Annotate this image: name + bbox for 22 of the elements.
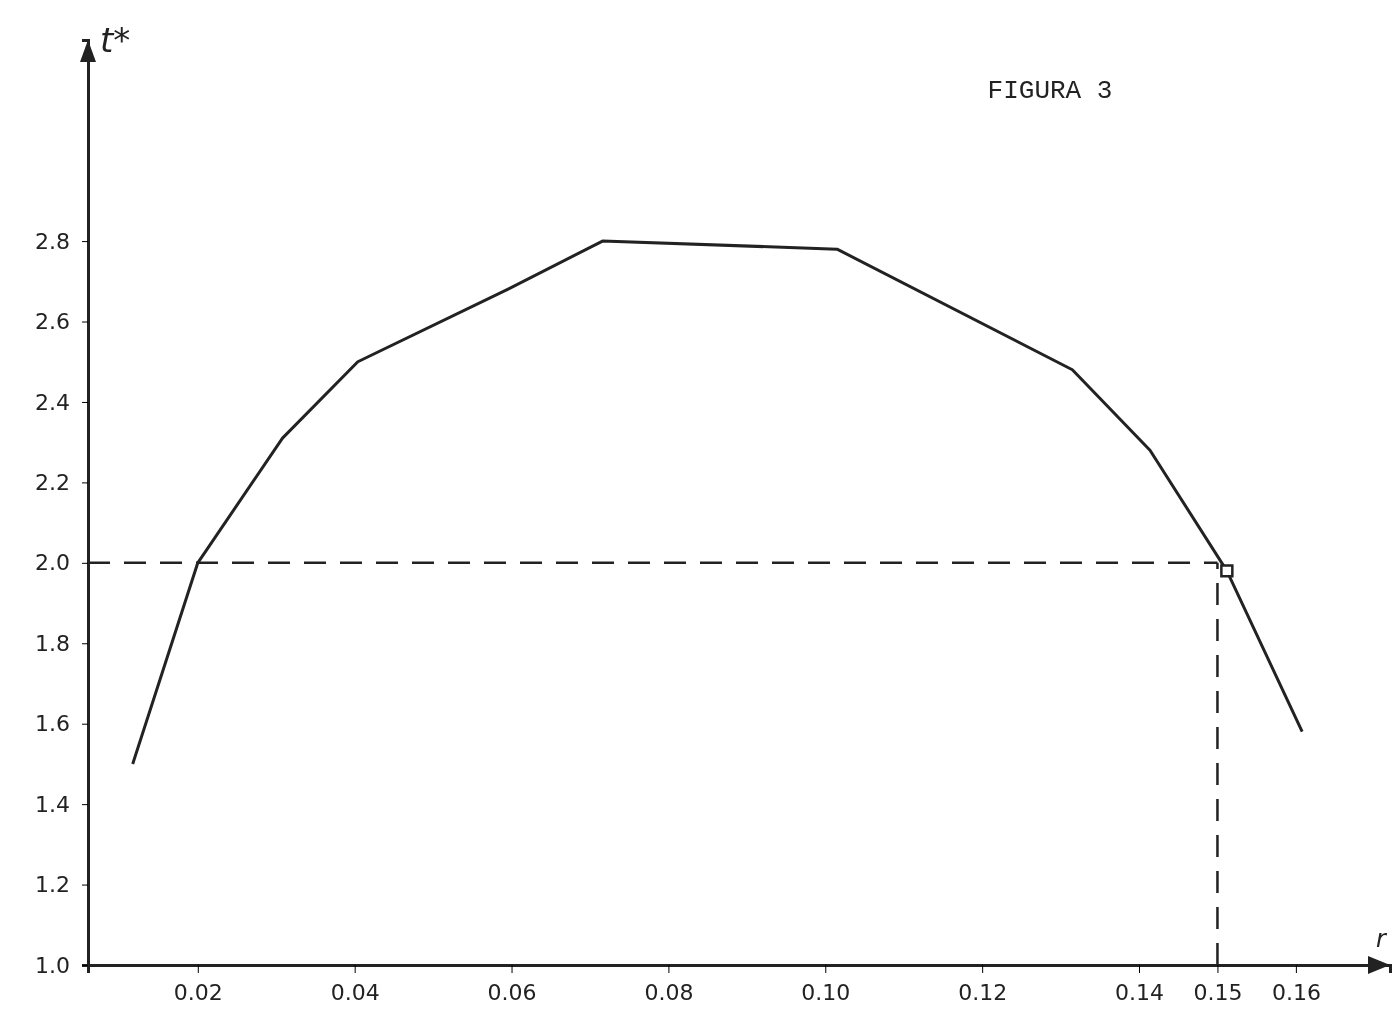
x-tick-label: 0.12 — [958, 980, 1008, 1006]
y-tick-label: 1.8 — [35, 630, 70, 656]
y-tick-label: 1.2 — [35, 872, 70, 898]
x-tick-label: 0.06 — [487, 980, 537, 1006]
y-tick-label: 2.8 — [35, 228, 70, 254]
y-tick-label: 2.2 — [35, 469, 70, 495]
y-axis-title: t* — [100, 20, 131, 60]
x-axis-title: r — [1376, 925, 1388, 953]
y-tick-label: 1.0 — [35, 952, 70, 978]
y-tick-label: 1.4 — [35, 791, 70, 817]
x-tick-label: 0.04 — [330, 980, 380, 1006]
x-tick-label: 0.14 — [1115, 980, 1164, 1006]
y-tick-label: 2.4 — [35, 389, 70, 415]
text: FIGURA 3 — [987, 76, 1113, 106]
x-tick-label: 0.16 — [1271, 980, 1321, 1006]
y-tick-label: 2.6 — [35, 309, 70, 335]
y-tick-label: 1.6 — [35, 711, 70, 737]
x-tick-label: 0.15 — [1193, 980, 1243, 1006]
x-tick-label: 0.08 — [644, 980, 694, 1006]
y-tick-label: 2.0 — [35, 550, 70, 576]
x-tick-label: 0.10 — [801, 980, 851, 1006]
x-tick-label: 0.02 — [173, 980, 223, 1006]
